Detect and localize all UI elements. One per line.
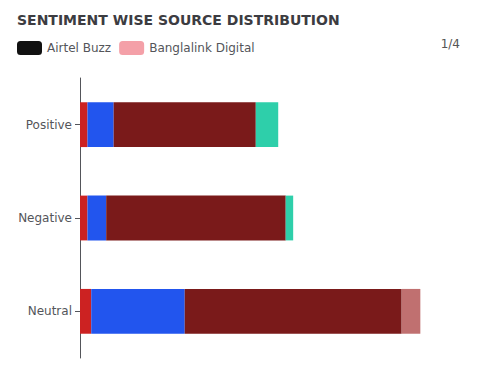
svg-text:1/4: 1/4 — [441, 37, 460, 51]
svg-text:Airtel Buzz: Airtel Buzz — [47, 41, 111, 55]
svg-text:Neutral: Neutral — [28, 304, 72, 318]
svg-text:Banglalink Digital: Banglalink Digital — [149, 41, 254, 55]
svg-text:Positive: Positive — [26, 118, 72, 132]
svg-text:SENTIMENT WISE SOURCE DISTRIBU: SENTIMENT WISE SOURCE DISTRIBUTION — [17, 12, 340, 28]
svg-text:Negative: Negative — [18, 211, 72, 225]
